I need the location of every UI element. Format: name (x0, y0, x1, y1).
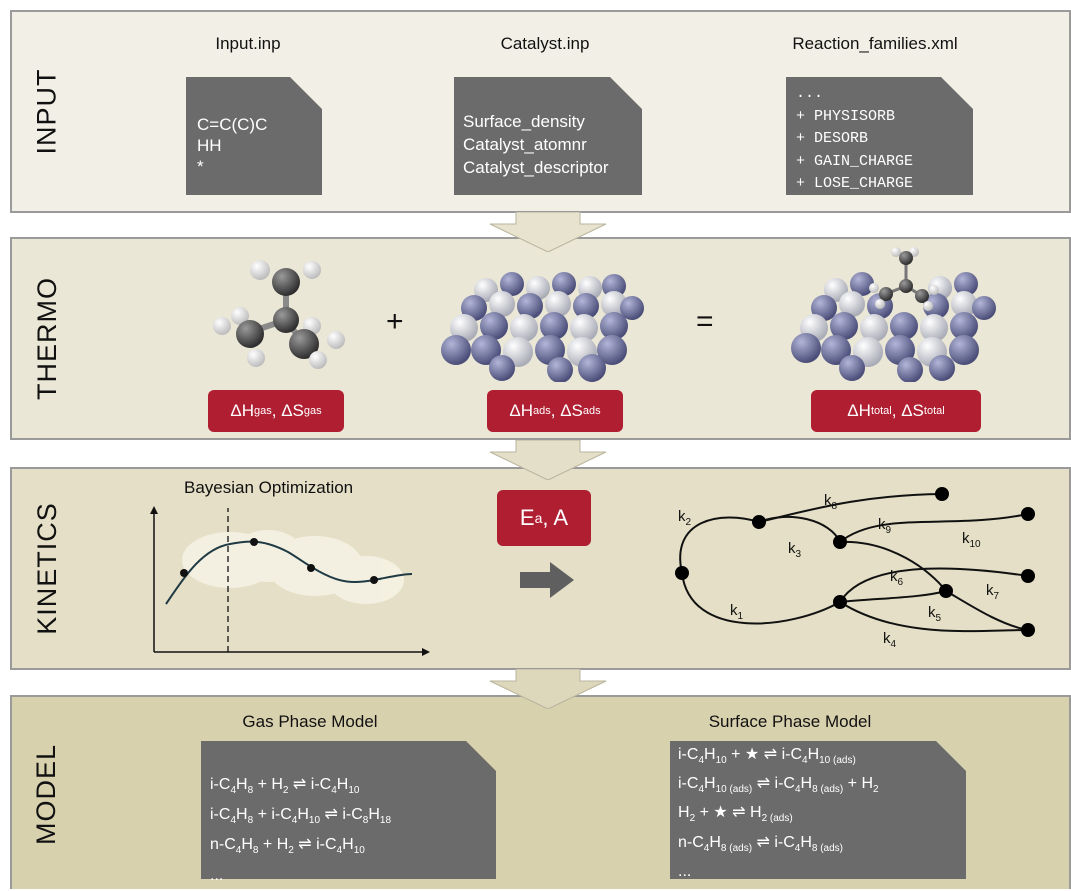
network-edge (681, 572, 841, 625)
page-fold-icon (610, 77, 642, 109)
rate-label-k5: k5 (928, 604, 942, 624)
sample-point (180, 569, 188, 577)
x-axis-arrowhead (422, 648, 430, 656)
network-node (935, 487, 949, 501)
file-line: + DESORB (796, 130, 869, 147)
surface-phase-model-doc: i-C4H10 + ★ ⇌ i-C4H10 (ads) i-C4H10 (ads… (670, 741, 966, 880)
model-side-label: MODEL (31, 743, 62, 845)
network-node (752, 515, 766, 529)
surface-model-ellipsis: ... (678, 862, 692, 880)
thermo-side-label: THERMO (31, 277, 62, 400)
total-thermo-box: ΔH total, ΔS total (811, 390, 981, 432)
file-line: * (197, 157, 204, 176)
gas-thermo-box: ΔH gas, ΔS gas (208, 390, 344, 432)
network-edge (679, 516, 760, 574)
network-node (675, 566, 689, 580)
right-arrow-icon (520, 562, 574, 598)
network-edge (945, 590, 1029, 631)
input-side-label: INPUT (31, 68, 62, 155)
file-line: Catalyst_atomnr (463, 135, 587, 154)
surface-phase-model-title: Surface Phase Model (708, 712, 872, 731)
gas-phase-model-title: Gas Phase Model (242, 712, 378, 731)
gas-molecule-illustration (213, 260, 345, 369)
rate-label-k4: k4 (883, 630, 897, 650)
network-edge (758, 515, 841, 543)
network-node (939, 584, 953, 598)
sample-point (250, 538, 258, 546)
network-node (833, 595, 847, 609)
page-fold-icon (936, 741, 966, 771)
gas-phase-model-doc: i-C4H8 + H2 ⇌ i-C4H10 i-C4H8 + i-C4H10 ⇌… (201, 741, 496, 884)
sample-point (370, 576, 378, 584)
network-edge (839, 540, 947, 592)
surface-reaction-4: n-C4H8 (ads) ⇌ i-C4H8 (ads) (678, 833, 844, 854)
network-node (1021, 507, 1035, 521)
rate-label-k1: k1 (730, 602, 744, 622)
network-edge (839, 590, 947, 603)
gas-reaction-2: i-C4H8 + i-C4H10 ⇌ i-C8H18 (210, 806, 392, 827)
file-line: Surface_density (463, 112, 585, 131)
rate-label-k10: k10 (962, 530, 981, 550)
rate-label-k7: k7 (986, 582, 1000, 602)
reaction-families-file-title: Reaction_families.xml (792, 34, 958, 53)
plus-sign: + (386, 305, 404, 338)
catalyst-file-doc: Surface_density Catalyst_atomnr Catalyst… (454, 77, 642, 195)
network-edge (839, 601, 1029, 633)
network-edge (839, 513, 1029, 543)
network-node (1021, 623, 1035, 637)
network-edge (839, 567, 1029, 603)
surface-reaction-1: i-C4H10 + ★ ⇌ i-C4H10 (ads) (678, 746, 856, 767)
input-file-title: Input.inp (215, 34, 281, 53)
reaction-network-diagram (675, 487, 1035, 637)
flow-arrow-icon (489, 440, 607, 480)
rate-label-k2: k2 (678, 508, 692, 528)
page-fold-icon (290, 77, 322, 109)
catalyst-file-title: Catalyst.inp (500, 34, 590, 53)
file-line: + PHYSISORB (796, 107, 896, 125)
surface-reaction-3: H2 + ★ ⇌ H2 (ads) (678, 804, 793, 825)
catalyst-surface-illustration (441, 272, 644, 382)
file-line: ... (796, 85, 824, 102)
reaction-families-file-doc: ... + PHYSISORB + DESORB + GAIN_CHARGE +… (786, 77, 973, 195)
equals-sign: = (696, 305, 714, 338)
input-file-doc: C=C(C)C HH * (186, 77, 322, 195)
rate-label-k3: k3 (788, 540, 802, 560)
bayesian-optimization-title: Bayesian Optimization (184, 478, 354, 497)
file-line: + LOSE_CHARGE (796, 175, 914, 192)
uncertainty-region (328, 556, 404, 604)
surface-reaction-2: i-C4H10 (ads) ⇌ i-C4H8 (ads) + H2 (678, 775, 879, 796)
rate-label-k6: k6 (890, 568, 904, 588)
sample-point (307, 564, 315, 572)
network-edge (758, 493, 943, 523)
file-line: + GAIN_CHARGE (796, 152, 914, 170)
page-fold-icon (941, 77, 973, 109)
network-node (833, 535, 847, 549)
kinetics-side-label: KINETICS (31, 502, 62, 635)
ads-thermo-box: ΔH ads, ΔS ads (487, 390, 623, 432)
bayesian-optimization-plot (150, 506, 430, 656)
rate-label-k9: k9 (878, 516, 892, 536)
y-axis-arrowhead (150, 506, 158, 514)
file-line: HH (197, 136, 222, 155)
file-line: C=C(C)C (197, 115, 268, 134)
adsorbed-system-illustration (791, 247, 996, 382)
page-fold-icon (466, 741, 496, 771)
gas-model-ellipsis: ... (210, 866, 224, 884)
flow-arrow-icon (489, 669, 607, 709)
network-node (1021, 569, 1035, 583)
rate-label-k8: k8 (824, 492, 838, 512)
gas-reaction-1: i-C4H8 + H2 ⇌ i-C4H10 (210, 776, 360, 797)
file-line: Catalyst_descriptor (463, 158, 609, 177)
gas-reaction-3: n-C4H8 + H2 ⇌ i-C4H10 (210, 836, 365, 857)
flow-arrow-icon (489, 212, 607, 252)
